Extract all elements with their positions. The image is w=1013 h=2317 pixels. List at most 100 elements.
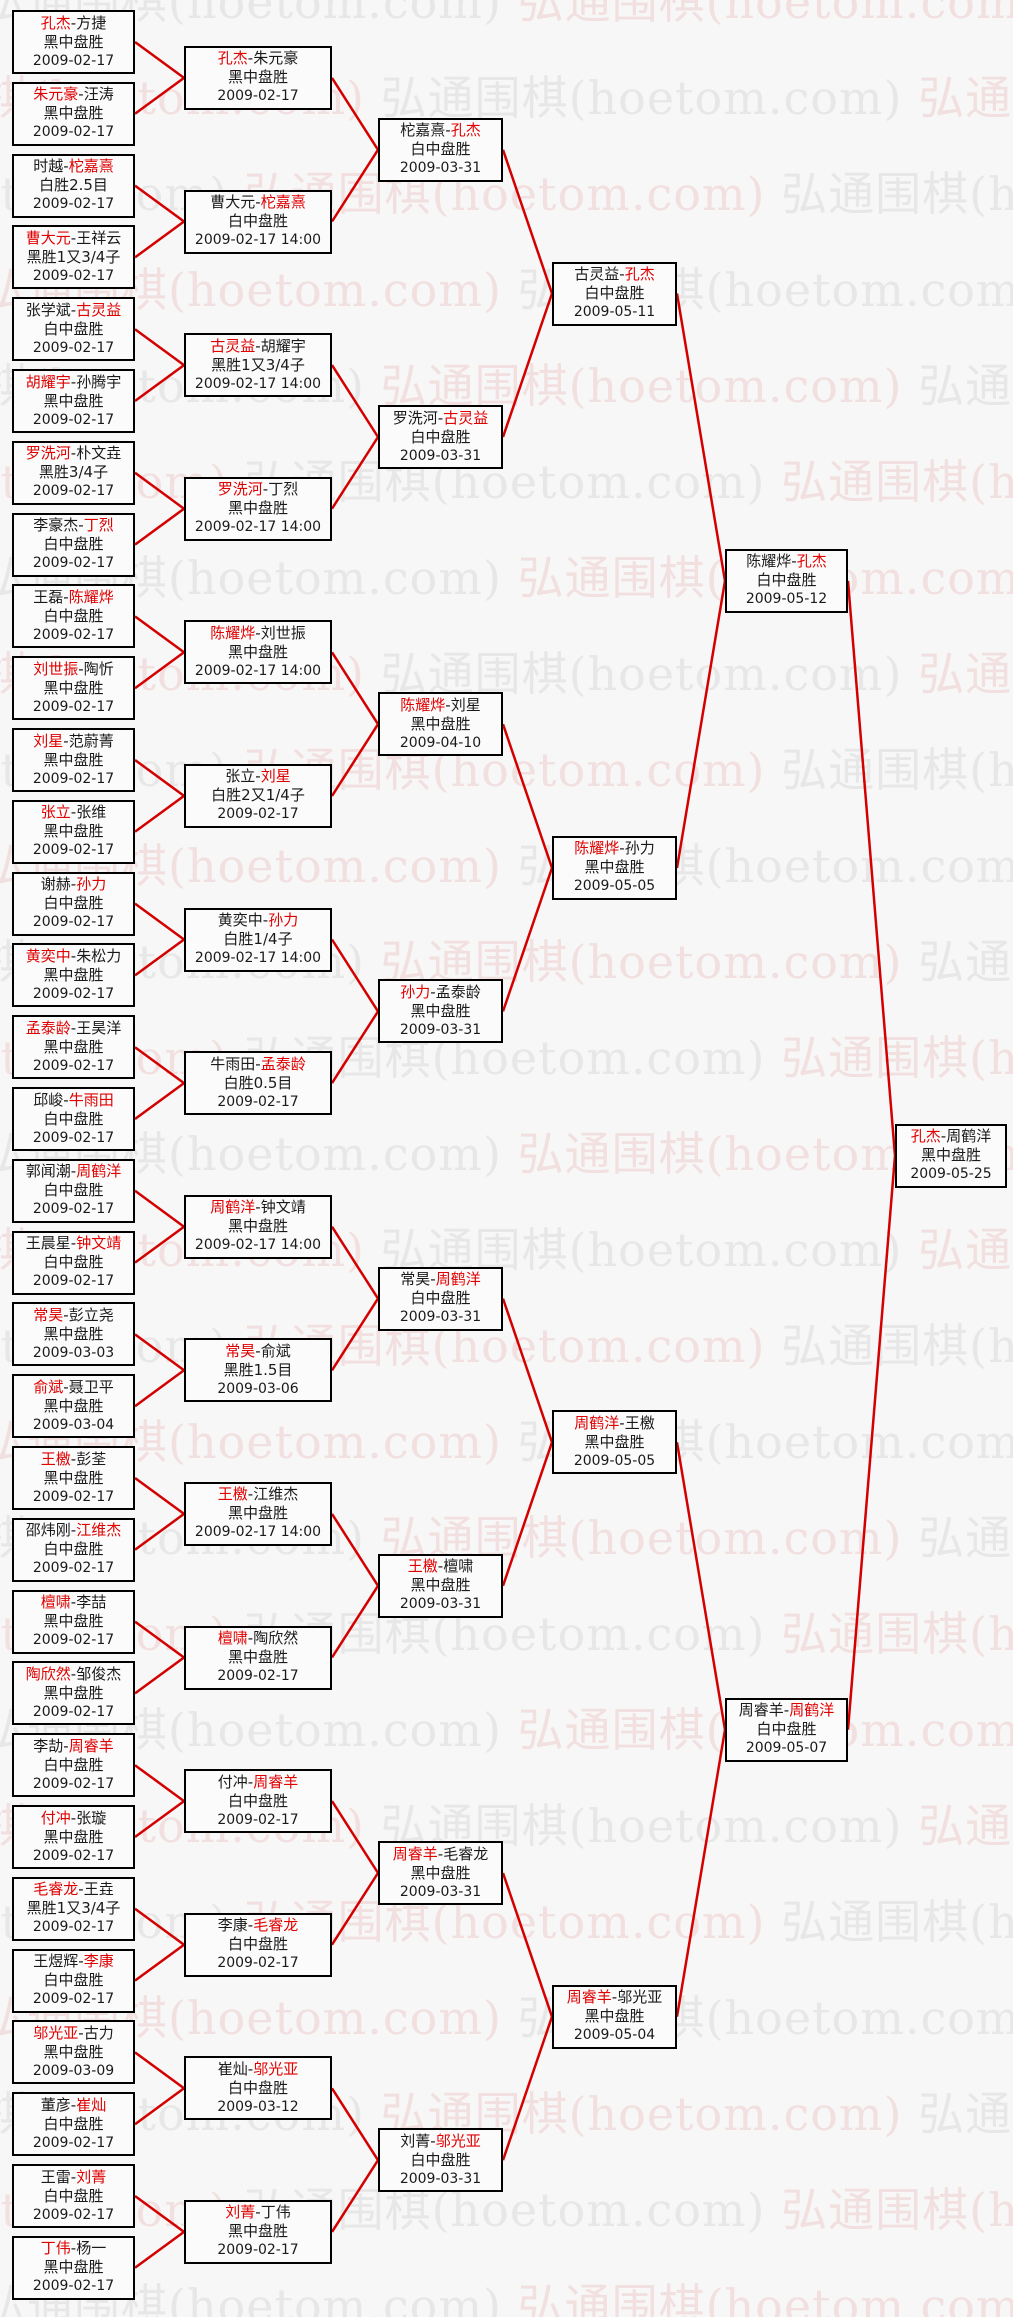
players-separator: - (70, 13, 77, 32)
match-result: 黑中盘胜 (43, 1827, 104, 1846)
connector-line (330, 2087, 380, 2161)
match-result: 黑中盘胜 (227, 68, 288, 87)
match-result: 白中盘胜 (43, 535, 104, 554)
connector-line (330, 1872, 380, 1946)
match-players: 曹大元-柁嘉熹 (210, 193, 305, 212)
match-result: 黑中盘胜 (410, 1863, 471, 1882)
match-players: 孙力-孟泰龄 (400, 983, 480, 1002)
connector-line (501, 867, 554, 1012)
match-result: 白中盘胜 (43, 1755, 104, 1774)
player-name-winner: 王檄 (217, 1485, 248, 1504)
match-box-round1-15: 孟泰龄-王昊洋 黑中盘胜 2009-02-17 (12, 1015, 135, 1080)
match-date: 2009-03-31 (399, 1883, 482, 1900)
match-box-round1-10: 刘世振-陶忻 黑中盘胜 2009-02-17 (12, 656, 135, 721)
player-name-winner: 胡耀宇 (25, 372, 71, 391)
connector-line (134, 902, 185, 941)
match-box-round3-1: 柁嘉熹-孔杰 白中盘胜 2009-03-31 (378, 117, 503, 182)
match-result: 黑中盘胜 (227, 642, 288, 661)
connector-line (501, 1298, 554, 1443)
match-box-round1-20: 俞斌-聂卫平 黑中盘胜 2009-03-04 (12, 1374, 135, 1439)
match-date: 2009-05-12 (745, 591, 828, 608)
player-name-winner: 江维杰 (76, 1521, 122, 1540)
watermark-text: 弘通围棋(hoetom.com) (918, 1799, 1013, 1853)
connector-line (134, 1620, 185, 1659)
match-date: 2009-02-17 (217, 1811, 299, 1828)
players-separator: - (783, 1701, 790, 1720)
connector-line (330, 1010, 380, 1084)
players-separator: - (78, 85, 84, 104)
match-players: 刘星-范蔚菁 (33, 732, 113, 751)
players-separator: - (78, 1952, 84, 1971)
player-name-loser: 王垚 (83, 1880, 114, 1899)
match-box-round3-8: 刘菁-邬光亚 白中盘胜 2009-03-31 (378, 2128, 503, 2193)
player-name-winner: 王檄 (40, 1449, 71, 1468)
match-result: 黑胜1又3/4子 (211, 355, 305, 374)
player-name-winner: 檀啸 (217, 1629, 248, 1647)
players-separator: - (63, 1736, 69, 1755)
connector-line (501, 723, 554, 869)
player-name-winner: 陶欣然 (25, 1664, 71, 1683)
player-name-winner: 孔杰 (40, 13, 71, 32)
player-name-loser: 陈耀烨 (746, 552, 792, 571)
match-box-round1-14: 黄奕中-朱松力 黑中盘胜 2009-02-17 (12, 943, 135, 1008)
player-name-loser: 孙腾宇 (76, 372, 122, 391)
connector-line (134, 2087, 185, 2126)
player-name-winner: 常昊 (33, 1305, 64, 1324)
players-separator: - (70, 2167, 77, 2186)
match-box-round2-15: 崔灿-邬光亚 白中盘胜 2009-03-12 (184, 2056, 332, 2121)
match-result: 黑中盘胜 (43, 1037, 104, 1056)
match-date: 2009-02-17 (32, 1703, 115, 1720)
player-name-loser: 刘世振 (260, 623, 306, 642)
match-players: 刘世振-陶忻 (33, 660, 113, 679)
connector-line (134, 1476, 185, 1515)
players-separator: - (70, 300, 77, 319)
player-name-loser: 俞斌 (260, 1341, 291, 1360)
player-name-winner: 周鹤洋 (435, 1270, 481, 1289)
players-separator: - (70, 1449, 77, 1468)
match-result: 白中盘胜 (756, 1720, 817, 1739)
match-result: 白中盘胜 (410, 2150, 471, 2169)
match-date: 2009-03-12 (217, 2098, 299, 2115)
match-result: 黑中盘胜 (920, 1146, 981, 1165)
players-separator: - (247, 1629, 254, 1647)
connector-line (134, 1512, 185, 1551)
player-name-loser: 曹大元 (210, 193, 256, 211)
match-players: 王晨星-钟文靖 (26, 1234, 121, 1253)
match-box-round1-5: 张学斌-古灵益 白中盘胜 2009-02-17 (12, 297, 135, 362)
players-separator: - (70, 1808, 77, 1827)
match-box-round1-31: 王雷-刘菁 白中盘胜 2009-02-17 (12, 2164, 135, 2228)
match-box-quarterfinal-4: 周睿羊-邬光亚 黑中盘胜 2009-05-04 (552, 1984, 677, 2049)
player-name-loser: 谢赫 (40, 875, 71, 894)
match-result: 白中盘胜 (43, 1540, 104, 1559)
match-box-round1-29: 邬光亚-古力 黑中盘胜 2009-03-09 (12, 2020, 135, 2085)
match-box-round1-13: 谢赫-孙力 白中盘胜 2009-02-17 (12, 871, 135, 936)
match-date: 2009-02-17 (217, 1093, 299, 1110)
match-result: 黑中盘胜 (227, 2222, 288, 2241)
match-players: 陈耀烨-孙力 (574, 839, 654, 858)
match-players: 付冲-周睿羊 (218, 1773, 298, 1792)
player-name-winner: 周鹤洋 (76, 1162, 122, 1181)
player-name-loser: 古灵益 (574, 265, 620, 283)
player-name-loser: 常昊 (400, 1270, 431, 1289)
player-name-loser: 崔灿 (217, 2059, 248, 2078)
player-name-winner: 孟泰龄 (260, 1054, 306, 1073)
match-players: 罗洗河-朴文垚 (26, 444, 121, 463)
match-players: 刘菁-邬光亚 (400, 2132, 480, 2151)
match-box-round2-9: 周鹤洋-钟文靖 黑中盘胜 2009-02-17 14:00 (184, 1194, 332, 1259)
match-date: 2009-03-04 (32, 1416, 115, 1433)
players-separator: - (70, 2095, 77, 2114)
match-box-round2-8: 牛雨田-孟泰龄 白胜0.5目 2009-02-17 (184, 1051, 332, 1116)
watermark-text: 弘通围棋(hoetom.com) (918, 935, 1013, 989)
players-separator: - (247, 2059, 254, 2078)
match-result: 白中盘胜 (584, 284, 645, 302)
player-name-loser: 王煜辉 (33, 1952, 79, 1971)
players-separator: - (70, 875, 77, 894)
connector-line (134, 794, 185, 833)
match-players: 古灵益-孔杰 (574, 265, 654, 284)
player-name-loser: 李康 (217, 1916, 248, 1935)
match-result: 黑中盘胜 (43, 104, 104, 123)
players-separator: - (940, 1127, 947, 1146)
match-box-quarterfinal-2: 陈耀烨-孙力 黑中盘胜 2009-05-05 (552, 835, 677, 900)
match-players: 崔灿-邬光亚 (218, 2060, 298, 2079)
connector-line (675, 293, 727, 582)
